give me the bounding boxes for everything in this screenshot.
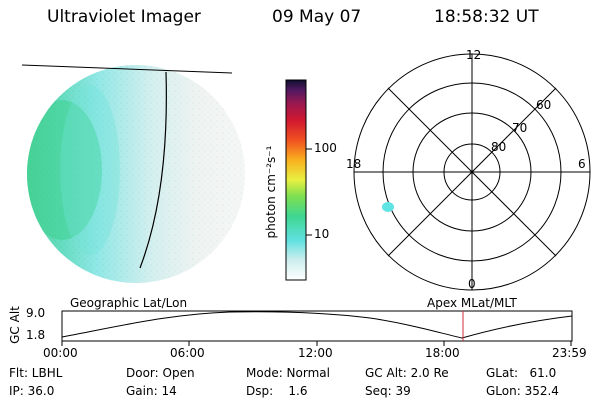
colorbar-label-100: 100 <box>314 141 337 155</box>
mlt-label-6: 6 <box>578 157 586 171</box>
door-value: Door: Open <box>126 366 195 380</box>
x-tick-2359: 23:59 <box>552 346 587 360</box>
lat-label-80: 80 <box>491 140 507 154</box>
colorbar-label-10: 10 <box>314 227 330 241</box>
glat-value: GLat: 61.0 <box>486 366 557 380</box>
y-tick-9: 9.0 <box>26 306 46 320</box>
earth-disc-image <box>27 65 245 283</box>
colorbar <box>285 79 307 281</box>
terminator-line <box>139 71 167 269</box>
filter-value: Flt: LBHL <box>9 366 63 380</box>
instrument-title: Ultraviolet Imager <box>47 7 201 27</box>
limb-line <box>21 64 233 74</box>
x-tick-1800: 18:00 <box>425 346 460 360</box>
x-tick-0600: 06:00 <box>170 346 205 360</box>
geo-lat-lon-label: Geographic Lat/Lon <box>70 296 188 310</box>
aurora-spot <box>382 202 394 212</box>
lat-label-70: 70 <box>512 121 528 135</box>
seq-value: Seq: 39 <box>365 384 411 398</box>
mlt-label-18: 18 <box>346 157 362 171</box>
x-tick-1200: 12:00 <box>298 346 333 360</box>
polar-dial <box>353 53 591 291</box>
mlt-label-0: 0 <box>468 277 476 291</box>
gain-value: Gain: 14 <box>126 384 177 398</box>
timeline-frame <box>61 310 573 342</box>
mlt-label-12: 12 <box>466 48 482 62</box>
time-label: 18:58:32 UT <box>434 7 539 27</box>
dsp-value: Dsp: 1.6 <box>246 384 308 398</box>
gc-alt-axis-label: GC Alt <box>8 306 22 344</box>
gc-alt-value: GC Alt: 2.0 Re <box>365 366 449 380</box>
mode-value: Mode: Normal <box>246 366 330 380</box>
x-tick-0000: 00:00 <box>43 346 78 360</box>
lat-label-60: 60 <box>536 98 552 112</box>
altitude-curve <box>61 311 573 339</box>
y-tick-1-8: 1.8 <box>26 328 46 342</box>
glon-value: GLon: 352.4 <box>486 384 559 398</box>
ip-value: IP: 36.0 <box>9 384 55 398</box>
date-label: 09 May 07 <box>272 7 362 27</box>
colorbar-unit-label: photon cm⁻²s⁻¹ <box>264 145 278 239</box>
apex-mlat-mlt-label: Apex MLat/MLT <box>427 296 517 310</box>
